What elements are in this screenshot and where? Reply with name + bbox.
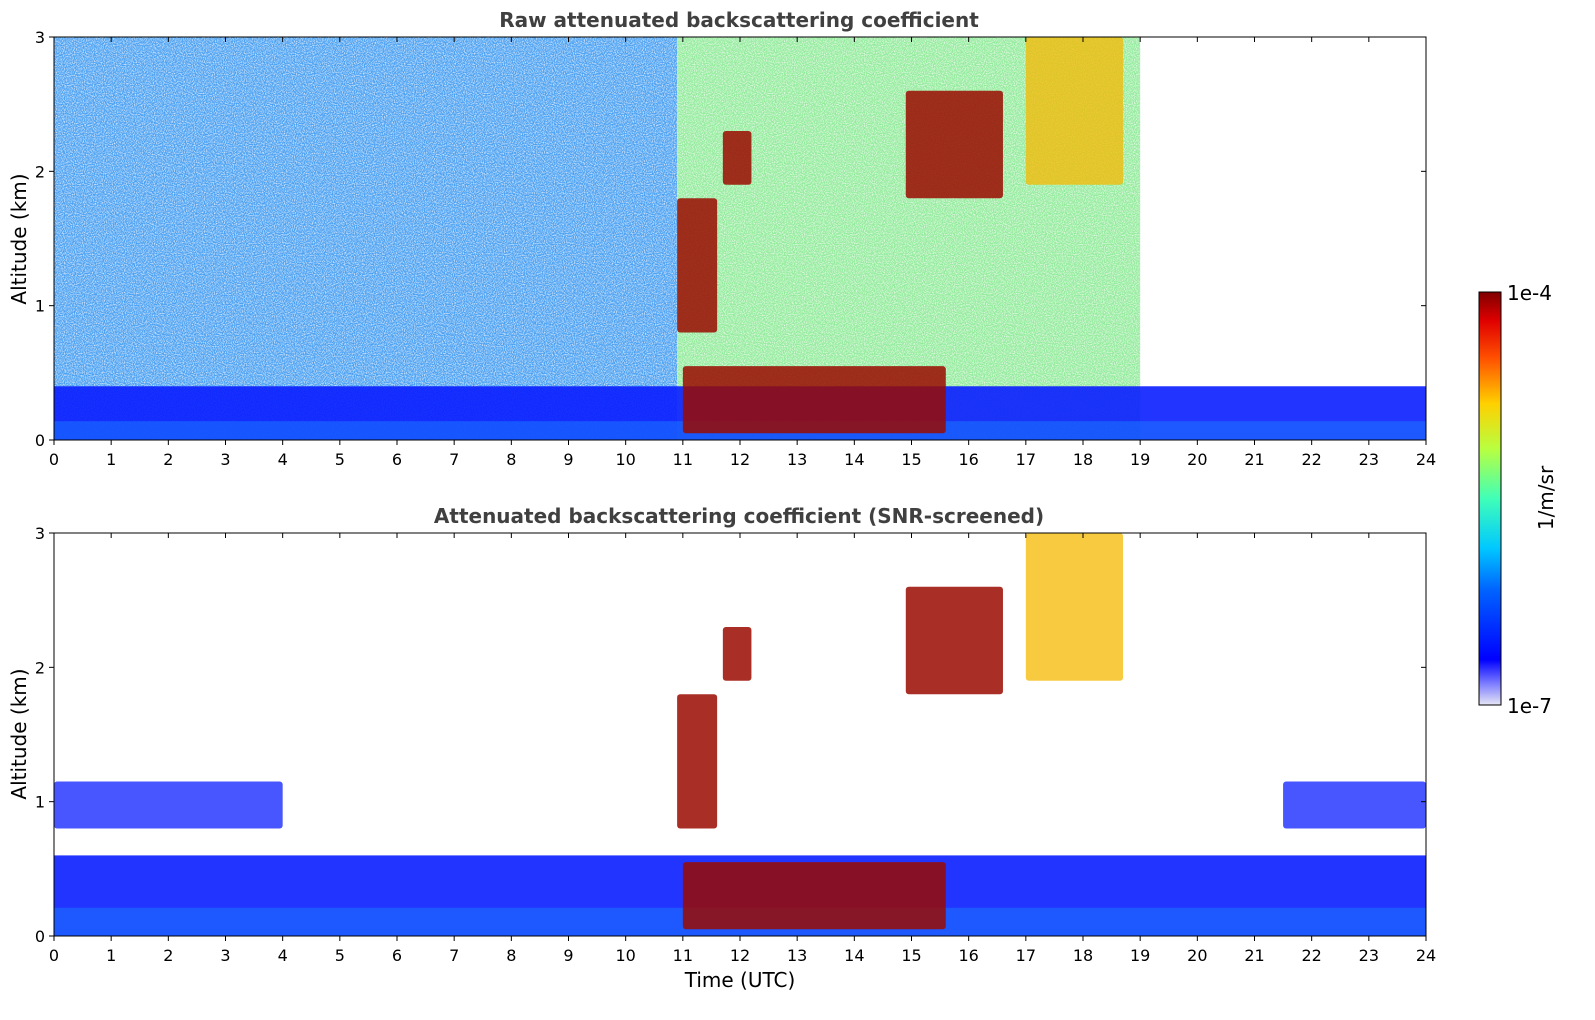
x-tick-label: 6	[392, 946, 402, 965]
y-tick-label: 2	[35, 162, 45, 181]
x-tick-label: 0	[49, 450, 59, 469]
x-tick-label: 16	[958, 450, 978, 469]
x-tick-label: 13	[787, 946, 807, 965]
panel-screened-x-axis: 0 1 2 3 4 5 6 7 8 9 10 11 12 13 14 15 16 17 18 19 20 21 22 23 24	[49, 533, 1436, 965]
y-tick-label: 3	[35, 28, 45, 47]
x-tick-label: 12	[730, 946, 750, 965]
x-tick-label: 4	[278, 450, 288, 469]
y-tick-label: 1	[35, 297, 45, 316]
colorbar-unit-label: 1/m/sr	[1534, 465, 1558, 530]
x-tick-label: 20	[1187, 450, 1207, 469]
colorbar: 1e-4 1e-7 1/m/sr	[1478, 281, 1558, 718]
panel-screened-title: Attenuated backscattering coefficient (S…	[434, 504, 1044, 528]
x-tick-label: 5	[335, 946, 345, 965]
x-tick-label: 19	[1130, 946, 1150, 965]
x-tick-label: 8	[506, 450, 516, 469]
x-tick-label: 2	[163, 450, 173, 469]
panel-raw: Raw attenuated backscattering coefficien…	[7, 8, 1436, 469]
panel-screened-xlabel: Time (UTC)	[684, 968, 796, 992]
x-tick-label: 17	[1016, 450, 1036, 469]
y-tick-label: 3	[35, 524, 45, 543]
x-tick-label: 3	[220, 450, 230, 469]
y-tick-label: 0	[35, 927, 45, 946]
panel-screened-ylabel: Altitude (km)	[7, 668, 31, 799]
x-tick-label: 24	[1416, 450, 1436, 469]
panel-screened: Attenuated backscattering coefficient (S…	[7, 504, 1436, 992]
panel-raw-heatmap	[54, 37, 1426, 440]
x-tick-label: 4	[278, 946, 288, 965]
x-tick-label: 19	[1130, 450, 1150, 469]
x-tick-label: 0	[49, 946, 59, 965]
x-tick-label: 17	[1016, 946, 1036, 965]
x-tick-label: 20	[1187, 946, 1207, 965]
x-tick-label: 15	[901, 946, 921, 965]
x-tick-label: 12	[730, 450, 750, 469]
x-tick-label: 1	[106, 450, 116, 469]
panel-raw-y-axis: 0 1 2 3	[35, 28, 1426, 450]
panel-screened-heatmap	[54, 533, 1426, 936]
cloud-feature-4	[722, 627, 752, 681]
cloud-feature-4	[722, 131, 752, 185]
x-tick-label: 23	[1359, 450, 1379, 469]
x-tick-label: 8	[506, 946, 516, 965]
x-tick-label: 1	[106, 946, 116, 965]
x-tick-label: 22	[1301, 450, 1321, 469]
x-tick-label: 23	[1359, 946, 1379, 965]
noise-region-1	[54, 37, 678, 440]
x-tick-label: 2	[163, 946, 173, 965]
x-tick-label: 7	[449, 946, 459, 965]
x-tick-label: 11	[673, 946, 693, 965]
x-tick-label: 9	[563, 946, 573, 965]
x-tick-label: 10	[615, 450, 635, 469]
colorbar-max-label: 1e-4	[1507, 281, 1552, 305]
panel-raw-x-axis: 0 1 2 3 4 5 6 7 8 9 10 11 12 13 14 15 16 17 18 19 20 21 22 23 24	[49, 37, 1436, 469]
y-tick-label: 0	[35, 431, 45, 450]
x-tick-label: 11	[673, 450, 693, 469]
x-tick-label: 13	[787, 450, 807, 469]
cloud-base-feature-3	[682, 366, 946, 434]
x-tick-label: 9	[563, 450, 573, 469]
x-tick-label: 21	[1244, 946, 1264, 965]
y-tick-label: 1	[35, 793, 45, 812]
aerosol-layer-feature-1	[54, 781, 283, 829]
x-tick-label: 14	[844, 450, 864, 469]
x-tick-label: 18	[1073, 946, 1093, 965]
x-tick-label: 7	[449, 450, 459, 469]
x-tick-label: 6	[392, 450, 402, 469]
x-tick-label: 5	[335, 450, 345, 469]
virga-feature-6	[677, 198, 718, 333]
x-tick-label: 3	[220, 946, 230, 965]
colorbar-gradient	[1478, 291, 1502, 706]
x-tick-label: 14	[844, 946, 864, 965]
virga-feature-6	[677, 694, 718, 829]
colorbar-min-label: 1e-7	[1507, 694, 1552, 718]
cloud-feature-5	[905, 586, 1003, 695]
panel-raw-title: Raw attenuated backscattering coefficien…	[499, 8, 979, 32]
x-tick-label: 22	[1301, 946, 1321, 965]
y-tick-label: 2	[35, 658, 45, 677]
x-tick-label: 10	[615, 946, 635, 965]
cirrus-feature-7	[1025, 37, 1124, 185]
x-tick-label: 21	[1244, 450, 1264, 469]
x-tick-label: 16	[958, 946, 978, 965]
aerosol-layer-feature-2	[1283, 781, 1426, 829]
cirrus-feature-7	[1025, 533, 1124, 681]
x-tick-label: 24	[1416, 946, 1436, 965]
cloud-base-feature-3	[682, 862, 946, 930]
panel-screened-y-axis: 0 1 2 3	[35, 524, 1426, 946]
x-tick-label: 15	[901, 450, 921, 469]
cloud-feature-5	[905, 90, 1003, 199]
panel-raw-ylabel: Altitude (km)	[7, 173, 31, 304]
x-tick-label: 18	[1073, 450, 1093, 469]
